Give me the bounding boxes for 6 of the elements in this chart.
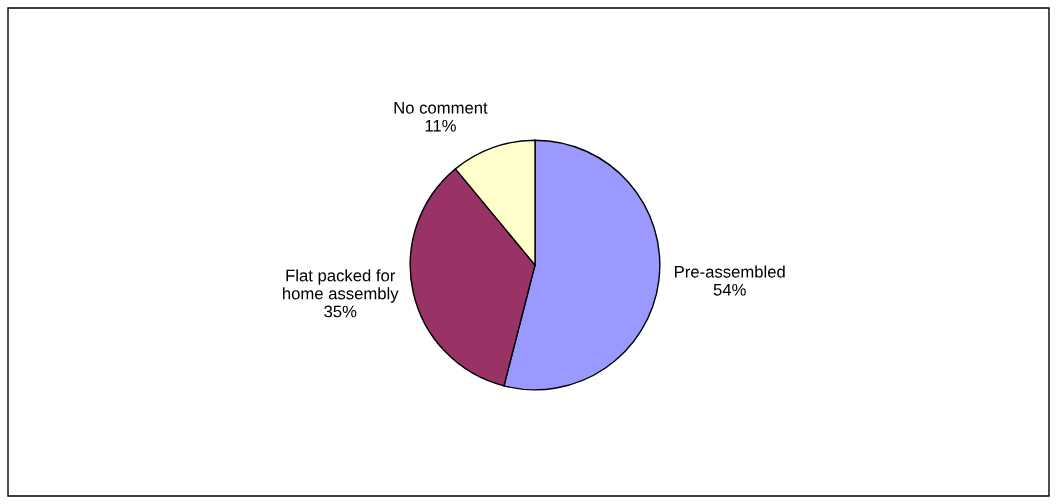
data-label: 11% xyxy=(425,119,456,132)
slice-label: No comment xyxy=(394,102,488,114)
data-label: 35% xyxy=(324,305,357,318)
slice-label: Flat packed for home assembly xyxy=(283,269,399,303)
slice-label: Pre-assembled xyxy=(675,265,785,278)
data-label: 54% xyxy=(713,283,746,296)
